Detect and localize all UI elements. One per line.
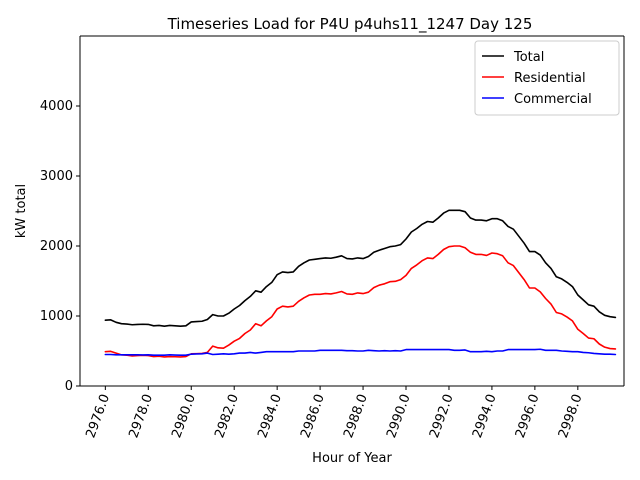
- y-tick-label: 3000: [40, 169, 73, 184]
- legend-label-total: Total: [513, 50, 544, 65]
- series-layer: [104, 209, 617, 358]
- y-axis: 0 1000 2000 3000 4000: [40, 99, 80, 394]
- legend-label-residential: Residential: [514, 71, 586, 86]
- y-tick-label: 4000: [40, 99, 73, 114]
- x-axis-label: Hour of Year: [312, 451, 392, 466]
- series-line-total: [104, 209, 617, 327]
- y-axis-label: kW total: [14, 184, 29, 238]
- y-tick-label: 1000: [40, 309, 73, 324]
- series-line-commercial: [104, 348, 617, 357]
- legend-label-commercial: Commercial: [514, 92, 592, 107]
- y-tick-label: 2000: [40, 239, 73, 254]
- chart-title: Timeseries Load for P4U p4uhs11_1247 Day…: [167, 15, 533, 34]
- legend: Total Residential Commercial: [474, 40, 620, 116]
- y-tick-label: 0: [65, 379, 73, 394]
- legend-frame: [474, 40, 620, 116]
